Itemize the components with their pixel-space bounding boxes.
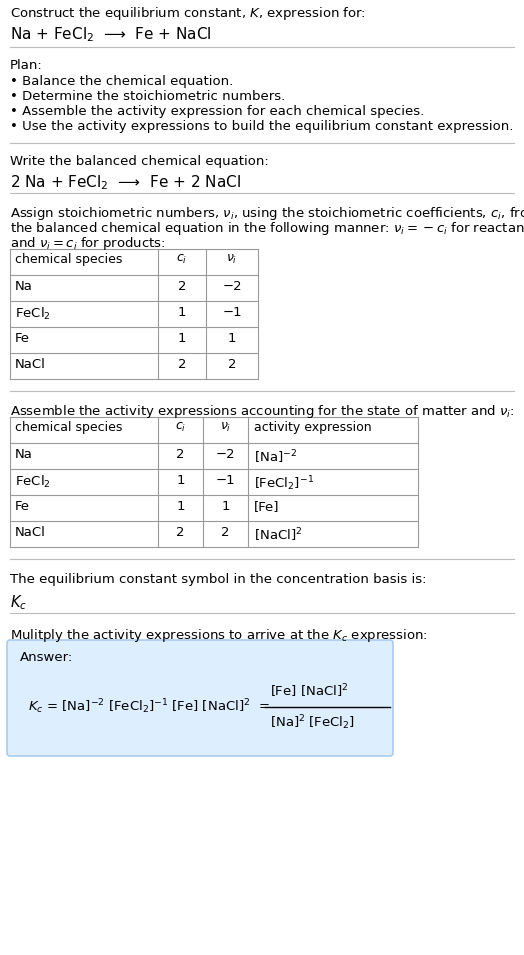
Text: 2: 2 — [176, 526, 185, 539]
Text: Na: Na — [15, 448, 33, 461]
Text: 1: 1 — [178, 332, 186, 345]
FancyBboxPatch shape — [7, 640, 393, 756]
Text: 1: 1 — [178, 306, 186, 319]
Text: 2: 2 — [178, 358, 186, 371]
Text: Construct the equilibrium constant, $K$, expression for:: Construct the equilibrium constant, $K$,… — [10, 5, 366, 22]
Text: $c_i$: $c_i$ — [177, 253, 188, 266]
Text: the balanced chemical equation in the following manner: $\nu_i = -c_i$ for react: the balanced chemical equation in the fo… — [10, 220, 524, 237]
Text: [Na]$^{-2}$: [Na]$^{-2}$ — [254, 448, 297, 465]
Text: Answer:: Answer: — [20, 651, 73, 664]
Text: chemical species: chemical species — [15, 253, 123, 266]
Text: FeCl$_2$: FeCl$_2$ — [15, 306, 51, 322]
Text: [Fe] [NaCl]$^2$: [Fe] [NaCl]$^2$ — [270, 682, 348, 700]
Text: chemical species: chemical species — [15, 421, 123, 434]
Text: 2: 2 — [178, 280, 186, 293]
Text: Fe: Fe — [15, 500, 30, 513]
Text: 1: 1 — [228, 332, 236, 345]
Text: $\nu_i$: $\nu_i$ — [226, 253, 238, 266]
Text: • Use the activity expressions to build the equilibrium constant expression.: • Use the activity expressions to build … — [10, 120, 514, 133]
Text: 1: 1 — [176, 500, 185, 513]
Text: FeCl$_2$: FeCl$_2$ — [15, 474, 51, 490]
Text: [Fe]: [Fe] — [254, 500, 279, 513]
Text: Plan:: Plan: — [10, 59, 43, 72]
Text: $K_c$: $K_c$ — [10, 593, 27, 612]
Text: NaCl: NaCl — [15, 358, 46, 371]
Text: 1: 1 — [176, 474, 185, 487]
Text: • Assemble the activity expression for each chemical species.: • Assemble the activity expression for e… — [10, 105, 424, 118]
Text: [NaCl]$^2$: [NaCl]$^2$ — [254, 526, 302, 543]
Text: [Na]$^2$ [FeCl$_2$]: [Na]$^2$ [FeCl$_2$] — [270, 713, 355, 732]
Text: $c_i$: $c_i$ — [175, 421, 186, 435]
Text: $\nu_i$: $\nu_i$ — [220, 421, 231, 435]
Text: NaCl: NaCl — [15, 526, 46, 539]
Text: Fe: Fe — [15, 332, 30, 345]
Text: 2: 2 — [176, 448, 185, 461]
Text: −2: −2 — [216, 448, 235, 461]
Text: • Balance the chemical equation.: • Balance the chemical equation. — [10, 75, 233, 88]
Text: [FeCl$_2$]$^{-1}$: [FeCl$_2$]$^{-1}$ — [254, 474, 314, 493]
Text: $K_c$ = [Na]$^{-2}$ [FeCl$_2$]$^{-1}$ [Fe] [NaCl]$^2$  =: $K_c$ = [Na]$^{-2}$ [FeCl$_2$]$^{-1}$ [F… — [28, 697, 270, 716]
Text: −2: −2 — [222, 280, 242, 293]
Text: and $\nu_i = c_i$ for products:: and $\nu_i = c_i$ for products: — [10, 235, 166, 252]
Text: Assign stoichiometric numbers, $\nu_i$, using the stoichiometric coefficients, $: Assign stoichiometric numbers, $\nu_i$, … — [10, 205, 524, 222]
Text: 2: 2 — [228, 358, 236, 371]
Text: Write the balanced chemical equation:: Write the balanced chemical equation: — [10, 155, 269, 168]
Text: Na: Na — [15, 280, 33, 293]
Text: activity expression: activity expression — [254, 421, 372, 434]
Text: −1: −1 — [216, 474, 235, 487]
Text: Assemble the activity expressions accounting for the state of matter and $\nu_i$: Assemble the activity expressions accoun… — [10, 403, 515, 420]
Text: Na + FeCl$_2$  ⟶  Fe + NaCl: Na + FeCl$_2$ ⟶ Fe + NaCl — [10, 25, 212, 44]
Text: The equilibrium constant symbol in the concentration basis is:: The equilibrium constant symbol in the c… — [10, 573, 427, 586]
Text: −1: −1 — [222, 306, 242, 319]
Text: 2 Na + FeCl$_2$  ⟶  Fe + 2 NaCl: 2 Na + FeCl$_2$ ⟶ Fe + 2 NaCl — [10, 173, 241, 192]
Text: 2: 2 — [221, 526, 230, 539]
Text: Mulitply the activity expressions to arrive at the $K_c$ expression:: Mulitply the activity expressions to arr… — [10, 627, 428, 644]
Text: 1: 1 — [221, 500, 230, 513]
Text: • Determine the stoichiometric numbers.: • Determine the stoichiometric numbers. — [10, 90, 285, 103]
